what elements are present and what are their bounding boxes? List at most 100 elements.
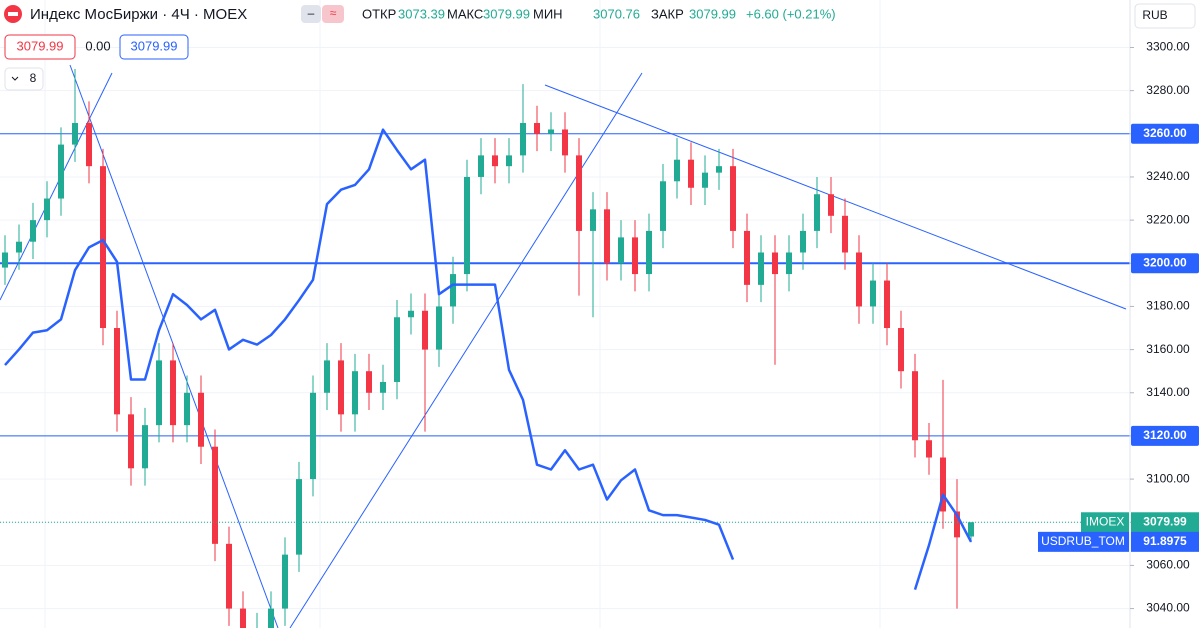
candle-body xyxy=(842,215,848,253)
series-tag xyxy=(1081,512,1129,533)
currency-button[interactable] xyxy=(1134,3,1196,29)
level-tag-label: 3120.00 xyxy=(1143,428,1187,442)
price-tag xyxy=(1131,512,1199,533)
button-icon: – xyxy=(308,6,315,20)
candle-body xyxy=(380,381,386,393)
candle-body xyxy=(576,155,582,231)
ohlc-value: 3079.99 xyxy=(483,6,530,21)
candle-body xyxy=(674,159,680,182)
candle-body xyxy=(58,144,64,199)
button[interactable] xyxy=(322,5,344,23)
candle-body xyxy=(898,328,904,372)
candle-body xyxy=(534,123,540,134)
currency: RUB xyxy=(1142,8,1167,22)
candle-body xyxy=(310,392,316,480)
candle-body xyxy=(282,554,288,609)
price-tags: 3260.00 3200.00 3120.00 IMOEX 3079.99 USDRUB_… xyxy=(1038,123,1199,552)
candle-body xyxy=(926,440,932,458)
button[interactable] xyxy=(301,5,321,23)
candle-body xyxy=(156,360,162,426)
candle-body xyxy=(716,166,722,173)
candle-body xyxy=(296,479,302,555)
candle-body xyxy=(2,252,8,268)
candle-body xyxy=(114,328,120,415)
y-tick-label: 3280.00 xyxy=(1146,83,1190,97)
ohlc-change: +6.60 (+0.21%) xyxy=(746,6,836,21)
candle-body xyxy=(170,360,176,426)
candle-body xyxy=(408,310,414,318)
candle-body xyxy=(744,230,750,285)
candle-body xyxy=(800,230,806,253)
symbol-title: Индекс МосБиржи · 4Ч · MOEX xyxy=(30,6,247,23)
candle-body xyxy=(632,237,638,275)
level-tag xyxy=(1131,253,1199,274)
candle-body xyxy=(604,209,610,264)
candle-body xyxy=(562,129,568,156)
candle-body xyxy=(30,220,36,242)
levels xyxy=(0,133,1130,437)
candle-body xyxy=(478,155,484,177)
candle-body xyxy=(240,608,246,628)
candle-body xyxy=(660,181,666,231)
candle-body xyxy=(758,252,764,285)
price-tag-label: 3079.99 xyxy=(1143,514,1187,528)
candle-body xyxy=(100,166,106,329)
price-tag xyxy=(1131,531,1199,552)
candle-body xyxy=(506,155,512,167)
candle-body xyxy=(646,230,652,275)
candle-body xyxy=(128,414,134,469)
candle-body xyxy=(142,425,148,469)
header: Индекс МосБиржи · 4Ч · MOEX – ≈ ОТКР 307… xyxy=(4,3,1196,91)
candle-body xyxy=(870,280,876,307)
candle-body xyxy=(72,123,78,145)
candle-body xyxy=(856,252,862,307)
candle-body xyxy=(268,608,274,628)
y-tick-label: 3060.00 xyxy=(1146,558,1190,572)
ohlc-label: ЗАКР xyxy=(651,6,684,21)
ohlc-label: ОТКР xyxy=(362,6,396,21)
y-tick-label: 3240.00 xyxy=(1146,169,1190,183)
candle-body xyxy=(590,209,596,231)
candle-body xyxy=(436,306,442,350)
candle-body xyxy=(912,371,918,441)
ohlc-value: 3073.39 xyxy=(398,6,445,21)
trendlines xyxy=(0,64,1127,628)
series-tag-label: IMOEX xyxy=(1086,514,1125,528)
trendline xyxy=(544,84,1127,310)
candle-body xyxy=(828,194,834,216)
candle-body xyxy=(352,371,358,415)
candle-body xyxy=(688,159,694,188)
y-tick-label: 3180.00 xyxy=(1146,299,1190,313)
buy-price: 3079.99 xyxy=(131,38,178,53)
y-tick-label: 3140.00 xyxy=(1146,385,1190,399)
y-tick-label: 3300.00 xyxy=(1146,40,1190,54)
y-tick-label: 3100.00 xyxy=(1146,471,1190,485)
candle-body xyxy=(226,543,232,609)
candle-body xyxy=(772,252,778,275)
spread: 0.00 xyxy=(85,38,110,53)
level-tag xyxy=(1131,425,1199,446)
line-series xyxy=(4,128,973,590)
candle-body xyxy=(198,392,204,447)
trendline xyxy=(0,72,113,301)
candle-body xyxy=(730,166,736,231)
vertical-grid xyxy=(44,0,881,628)
candle-body xyxy=(618,237,624,264)
candle-body xyxy=(422,310,428,350)
candle-body xyxy=(520,123,526,156)
buy-button[interactable] xyxy=(119,34,189,60)
indicator-count: 8 xyxy=(30,71,37,85)
indicators-toggle[interactable] xyxy=(4,67,44,91)
candle-body xyxy=(786,252,792,275)
candle-body xyxy=(366,371,372,393)
candle-body xyxy=(86,123,92,167)
caret xyxy=(11,76,19,81)
ohlc-value: 3070.76 xyxy=(593,6,640,21)
series-tag xyxy=(1038,531,1129,552)
series-tag-label: USDRUB_TOM xyxy=(1041,534,1125,548)
candle-body xyxy=(212,446,218,544)
candle-body xyxy=(814,194,820,231)
sell-button[interactable] xyxy=(4,34,76,60)
candle-body xyxy=(884,280,890,329)
